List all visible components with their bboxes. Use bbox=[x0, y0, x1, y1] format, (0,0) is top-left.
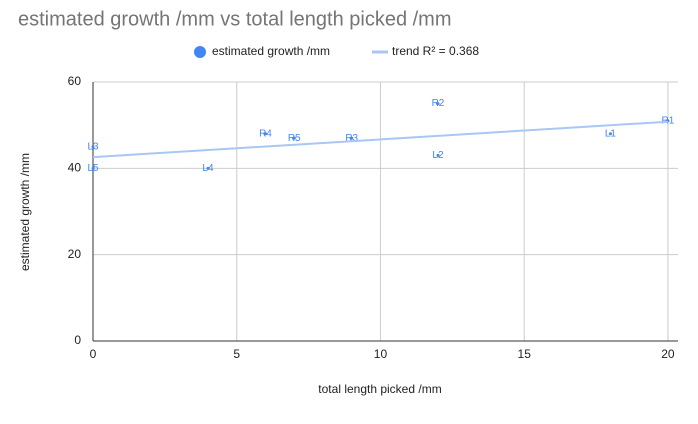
point-label: R5 bbox=[288, 133, 301, 144]
data-point bbox=[608, 132, 612, 136]
data-point bbox=[436, 153, 440, 157]
point-label: L2 bbox=[432, 150, 444, 161]
point-label: R4 bbox=[259, 128, 272, 139]
x-tick-label: 0 bbox=[90, 347, 97, 361]
point-label: L5 bbox=[87, 163, 99, 174]
data-point bbox=[350, 136, 354, 140]
x-tick-label: 5 bbox=[233, 347, 240, 361]
data-point bbox=[263, 132, 267, 136]
data-point bbox=[91, 145, 95, 149]
point-label: L3 bbox=[87, 141, 99, 152]
trend-line bbox=[92, 120, 669, 159]
legend-label: trend R² = 0.368 bbox=[392, 44, 479, 58]
x-tick-label: 15 bbox=[518, 347, 532, 361]
data-point bbox=[292, 136, 296, 140]
data-point bbox=[206, 166, 210, 170]
legend-marker bbox=[194, 46, 206, 58]
y-tick-label: 20 bbox=[68, 247, 82, 261]
chart-title: estimated growth /mm vs total length pic… bbox=[18, 8, 452, 30]
y-tick-label: 0 bbox=[74, 333, 81, 347]
legend-label: estimated growth /mm bbox=[212, 44, 330, 58]
x-tick-label: 20 bbox=[661, 347, 675, 361]
y-tick-label: 40 bbox=[68, 161, 82, 175]
data-point bbox=[91, 166, 95, 170]
y-axis-title: estimated growth /mm bbox=[18, 153, 32, 271]
point-label: L4 bbox=[202, 163, 214, 174]
point-label: R1 bbox=[662, 115, 675, 126]
y-tick-label: 60 bbox=[68, 74, 82, 88]
data-point bbox=[436, 102, 440, 106]
point-label: R3 bbox=[345, 133, 358, 144]
x-tick-label: 10 bbox=[374, 347, 388, 361]
point-label: R2 bbox=[432, 98, 445, 109]
point-label: L1 bbox=[605, 128, 617, 139]
x-axis-title: total length picked /mm bbox=[318, 382, 441, 396]
